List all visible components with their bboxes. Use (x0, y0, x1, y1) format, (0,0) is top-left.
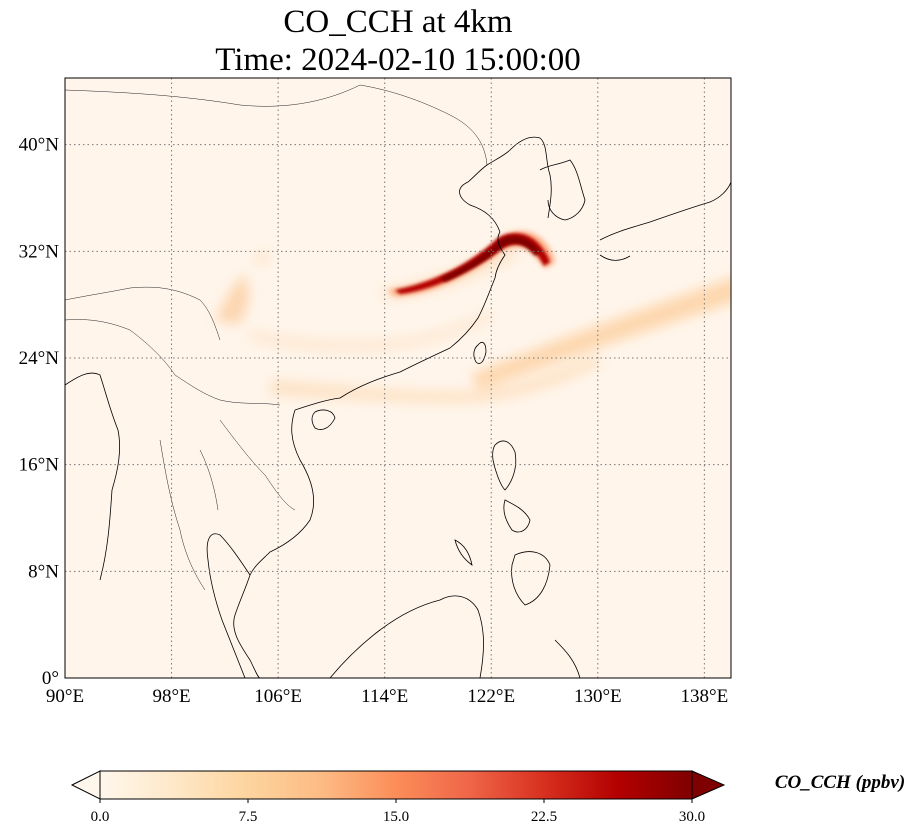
colorbar: 0.0 7.5 15.0 22.5 30.0 CO_CCH (ppbv) (70, 770, 905, 825)
colorbar-ticks: 0.0 7.5 15.0 22.5 30.0 (91, 799, 705, 825)
colorbar-tick-label: 15.0 (383, 809, 409, 825)
lon-tick-label: 90°E (46, 686, 84, 707)
lon-tick-label: 130°E (574, 686, 622, 707)
coastline-borneo (329, 595, 484, 678)
coastline-visayas (503, 499, 531, 533)
coastline-thailand-gulf (206, 533, 251, 678)
plume-yunnan-patch (215, 275, 250, 325)
map-time: Time: 2024-02-10 15:00:00 (215, 42, 581, 78)
plume-west-band (250, 310, 492, 352)
coastline-south-china (294, 231, 506, 411)
lat-tick-label: 40°N (19, 135, 60, 156)
colorbar-extend-max (691, 770, 726, 800)
coastline-indochina (233, 409, 315, 678)
coastline-luzon (492, 440, 517, 491)
lat-tick-label: 0° (42, 668, 59, 689)
coastline-north-china (459, 136, 552, 233)
lon-tick-label: 106°E (254, 686, 302, 707)
coastline-taiwan (473, 341, 487, 364)
plume-eastern-pacific-band (470, 278, 731, 390)
lat-tick-label: 24°N (19, 348, 60, 369)
coastline-palawan (454, 539, 473, 566)
longitude-labels: 90°E 98°E 106°E 114°E 122°E 130°E 138°E (46, 686, 728, 707)
lon-tick-label: 122°E (467, 686, 515, 707)
colorbar-tick-label: 0.0 (91, 809, 110, 825)
lon-tick-label: 114°E (361, 686, 408, 707)
map-panel (65, 78, 731, 678)
colorbar-tick-label: 30.0 (679, 809, 705, 825)
colorbar-extend-min (70, 770, 101, 800)
map-title: CO_CCH at 4km (283, 4, 513, 40)
coastline-korea (539, 159, 586, 221)
country-borders (65, 84, 488, 591)
main-plume (388, 231, 555, 296)
colorbar-label: CO_CCH (ppbv) (775, 772, 905, 793)
coastline-sulawesi (554, 639, 581, 678)
lat-tick-label: 32°N (19, 241, 60, 262)
lon-tick-label: 138°E (681, 686, 729, 707)
colorbar-tick-label: 22.5 (531, 809, 557, 825)
coastline-mindanao (511, 551, 551, 606)
lat-tick-label: 16°N (19, 455, 60, 476)
latitude-labels: 0° 8°N 16°N 24°N 32°N 40°N (19, 135, 60, 689)
coastline-bengal (65, 372, 120, 491)
coastline-japan (599, 181, 731, 241)
gridlines (65, 78, 731, 678)
lat-tick-label: 8°N (28, 561, 59, 582)
map-frame (64, 77, 732, 679)
coastline-japan-south (599, 254, 631, 261)
map-background (65, 78, 731, 678)
colorbar-gradient (99, 770, 693, 800)
colorbar-tick-label: 7.5 (239, 809, 258, 825)
lon-tick-label: 98°E (152, 686, 190, 707)
plume-faint-patch (254, 252, 270, 264)
coastline-hainan (311, 409, 336, 430)
